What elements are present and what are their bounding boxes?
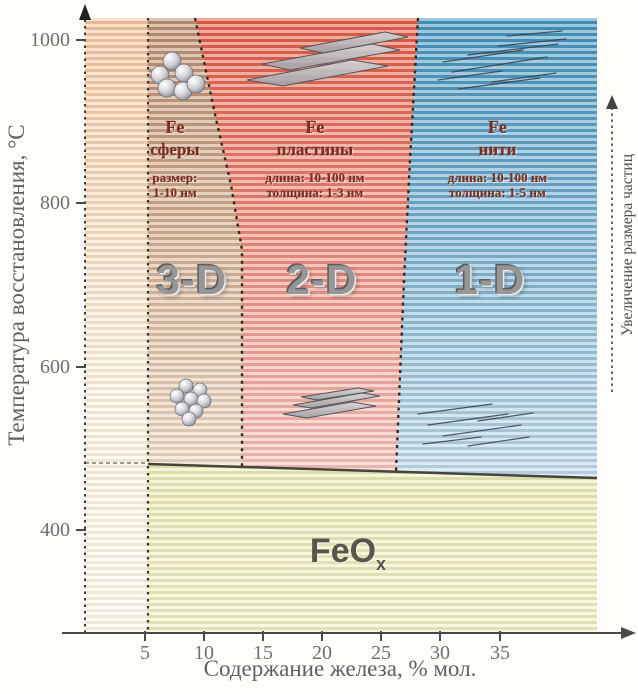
x-tick-25: 25 <box>371 642 391 664</box>
region-2d-spec1: длина: 10-100 нм <box>265 170 365 185</box>
x-axis-arrow <box>621 627 636 639</box>
dim-label-1d: 1-D <box>454 256 526 303</box>
region-3d-spec1: размер: <box>152 170 198 185</box>
boundary-3d-2d <box>193 17 244 467</box>
feox-formula: FeO <box>309 532 377 570</box>
region-3d-material: Fe <box>165 117 185 137</box>
region-3d-morphology: сферы <box>150 140 200 159</box>
fe-plates-icon-bottom <box>282 387 381 419</box>
region-3d-text: Fe сферы размер: 1-10 нм <box>120 116 230 200</box>
region-2d-material: Fe <box>305 117 325 137</box>
spacer <box>120 162 230 170</box>
region-3d-spec2: 1-10 нм <box>153 185 197 200</box>
x-axis-label: Содержание железа, % мол. <box>203 656 477 681</box>
region-feox <box>148 464 597 633</box>
region-1d-spec1: длина: 10-100 нм <box>447 170 548 185</box>
fe-spheres-icon-top <box>150 51 206 101</box>
x-tick-15: 15 <box>253 642 273 664</box>
feox-subscript: x <box>376 553 387 574</box>
y-tick-800: 800 <box>40 192 70 214</box>
y-tick-marks <box>76 39 86 531</box>
feox-label: FeOx <box>278 530 418 585</box>
region-left-strip <box>85 18 148 633</box>
region-2d <box>195 18 418 472</box>
particle-size-label: Увеличение размера частиц <box>619 153 636 337</box>
particle-size-arrow-head <box>606 95 618 109</box>
region-1d-morphology: нити <box>478 140 517 159</box>
fe-threads-icon-top <box>437 30 567 90</box>
x-tick-10: 10 <box>194 642 214 664</box>
fe-plates-icon-top <box>246 31 409 87</box>
region-2d-morphology: пластины <box>276 140 354 159</box>
region-2d-text: Fe пластины длина: 10-100 нм толщина: 1-… <box>225 116 405 200</box>
y-tick-400: 400 <box>40 519 70 541</box>
fe-threads-icon-bottom <box>417 403 534 447</box>
fe-spheres-icon-bottom <box>169 378 212 427</box>
y-tick-1000: 1000 <box>30 29 70 51</box>
x-tick-30: 30 <box>430 642 450 664</box>
x-tick-5: 5 <box>140 642 150 664</box>
spacer <box>405 162 590 170</box>
region-1d <box>396 18 597 478</box>
x-tick-marks <box>144 631 501 641</box>
region-2d-spec2: толщина: 1-3 нм <box>266 185 364 200</box>
y-tick-600: 600 <box>40 356 70 378</box>
y-axis-arrow <box>79 4 91 20</box>
x-tick-20: 20 <box>312 642 332 664</box>
dim-label-2d: 2-D <box>286 256 358 303</box>
y-axis-label: Температура восстановления, °C <box>4 124 29 446</box>
region-1d-text: Fe нити длина: 10-100 нм толщина: 1-5 нм <box>405 116 590 200</box>
region-1d-material: Fe <box>488 117 507 137</box>
dim-label-3d: 3-D <box>156 256 228 303</box>
region-1d-spec2: толщина: 1-5 нм <box>449 185 546 200</box>
x-tick-35: 35 <box>490 642 510 664</box>
spacer <box>225 162 405 170</box>
boundary-feox-solid <box>147 462 598 480</box>
